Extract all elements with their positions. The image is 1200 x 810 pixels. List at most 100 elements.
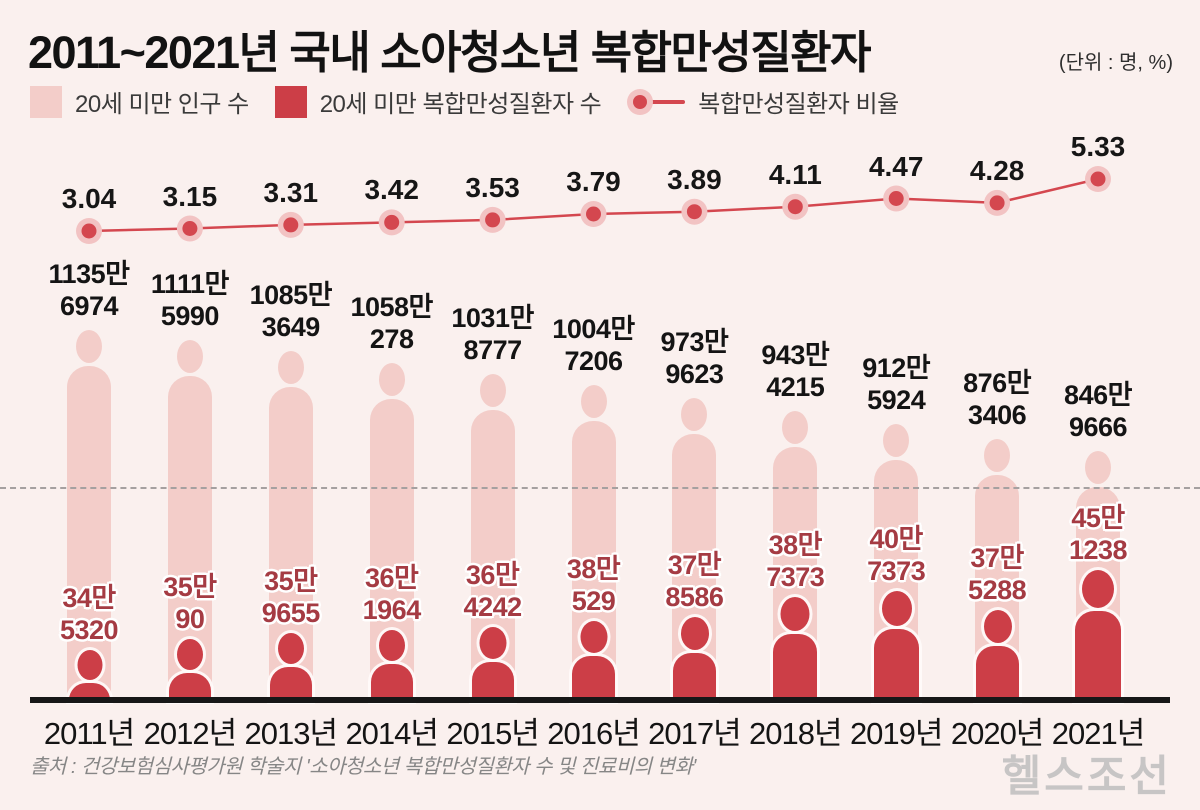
population-value-label: 1031만 8777 [428,302,558,366]
patient-figure-body [270,667,312,701]
legend-item-ratio: 복합만성질환자 비율 [627,84,899,119]
patient-figure-head [780,597,810,631]
patient-value-line: 36만 [465,560,520,590]
year-label: 2020년 [950,716,1044,751]
population-value-line: 846만 [1064,380,1132,410]
unit-label: (단위 : 명, %) [1058,52,1173,74]
patient-value-line: 45만 [1071,503,1125,533]
patient-figure-body [976,646,1019,701]
page-title: 2011~2021년 국내 소아청소년 복합만성질환자 [28,27,872,78]
ratio-value-label: 3.31 [263,176,319,208]
population-value-line: 1058만 [350,292,433,322]
patient-value-line: 35만 [163,572,217,602]
population-value-line: 8777 [463,335,523,365]
population-value-label: 1004만 7206 [529,313,659,377]
year-label: 2019년 [849,716,943,751]
ratio-value-label: 4.28 [969,154,1025,186]
ratio-dot [384,214,400,230]
patient-figure [976,610,1019,701]
year-label: 2018년 [749,716,842,751]
patient-value-line: 5320 [59,615,119,645]
patient-figure-head [177,639,203,670]
patient-figure-body [1075,611,1121,701]
year-label: 2021년 [1051,716,1145,751]
population-figure [571,385,616,701]
patient-figure [572,621,615,701]
patient-figure-head [77,650,102,680]
patient-value-line: 38만 [768,530,823,560]
ratio-dot [182,221,198,236]
population-value-line: 1004만 [552,314,635,344]
ratio-value-label: 3.89 [667,163,722,195]
patient-figure [472,627,514,701]
patient-figure-body [572,656,615,701]
population-value-label: 1111만 5990 [125,268,255,332]
population-value-line: 9666 [1068,412,1128,442]
population-figure-head [883,424,910,457]
ratio-value-label: 3.42 [364,174,419,206]
legend-label-patients: 20세 미만 복합만성질환자 수 [319,91,602,118]
population-value-line: 4215 [766,372,825,402]
population-swatch-icon [30,85,62,118]
ratio-dot [283,217,299,233]
population-figure-head [681,398,708,431]
patient-figure [371,630,413,701]
population-value-label: 1058만 278 [327,291,457,355]
legend: 20세 미만 인구 수 20세 미만 복합만성질환자 수 복합만성질환자 비율 [30,84,899,119]
patient-value-line: 38만 [566,554,621,584]
population-value-label: 876만 3406 [932,367,1062,431]
legend-item-patients: 20세 미만 복합만성질환자 수 [274,84,602,119]
patient-figure [673,617,716,701]
axis-baseline [30,697,1170,703]
patient-figure-head [983,610,1012,643]
population-value-line: 3649 [261,312,321,342]
population-value-label: 1135만 6974 [24,258,154,322]
ratio-value-label: 3.15 [162,180,218,212]
ratio-dot [633,94,648,109]
year-label: 2015년 [446,716,539,751]
publisher-logo: 헬스조선 [1001,753,1172,801]
patient-figure-head [379,630,405,661]
patient-value-label: 37만 8586 [629,549,759,613]
patient-value-line: 529 [571,586,616,616]
population-value-label: 912만 5924 [831,352,961,416]
patient-figure-body [874,629,919,701]
patient-value-label: 36만 1964 [327,562,457,626]
legend-label-ratio: 복합만성질환자 비율 [698,91,899,118]
patient-value-line: 90 [175,604,205,634]
population-value-label: 943만 4215 [730,339,860,403]
population-value-line: 943만 [761,340,830,370]
patient-value-line: 9655 [261,598,321,628]
population-figure-head [1085,451,1111,484]
patient-value-label: 40만 7373 [831,523,961,587]
ratio-line-segment [639,99,686,104]
patient-figure-head [1082,570,1114,608]
patient-figure-body [773,634,817,701]
population-figure-head [479,374,506,407]
patient-value-label: 34만 5320 [24,582,154,646]
population-value-line: 1111만 [150,269,229,299]
population-value-line: 1031만 [451,303,534,333]
patient-figure-body [169,673,211,701]
year-label: 2013년 [244,716,338,751]
population-figure-body [67,366,111,701]
population-figure-head [580,385,607,418]
patient-figure-body [673,653,716,701]
patient-figure-head [881,591,912,626]
population-value-line: 3406 [968,400,1027,430]
ratio-value-label: 3.79 [566,165,621,197]
population-value-line: 876만 [963,368,1032,398]
source-text: 출처 : 건강보험심사평가원 학술지 '소아청소년 복합만성질환자 수 및 진료… [30,756,696,778]
patient-figure [874,591,919,701]
legend-item-population: 20세 미만 인구 수 [30,84,249,119]
population-value-line: 9623 [665,359,724,389]
population-figure-head [76,330,102,363]
patient-value-line: 1964 [362,595,422,625]
patient-value-line: 7373 [766,562,825,592]
legend-label-population: 20세 미만 인구 수 [75,91,249,118]
ratio-dot [989,195,1005,211]
population-figure-head [378,363,405,396]
patient-value-line: 35만 [264,566,318,596]
ratio-dot [1090,171,1106,187]
